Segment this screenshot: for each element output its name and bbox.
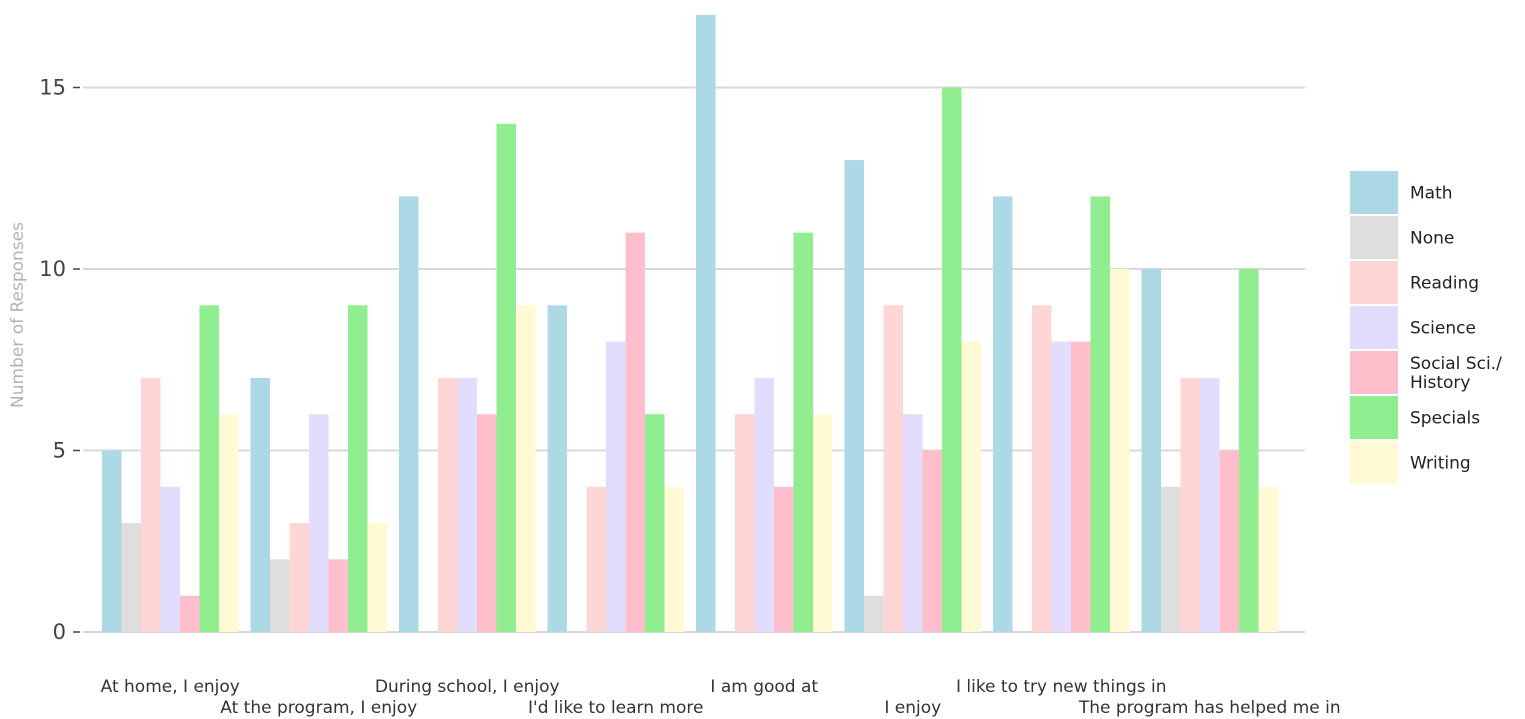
x-category-label: The program has helped me in	[1078, 698, 1341, 718]
bar	[922, 450, 942, 632]
bar	[883, 305, 903, 632]
legend-swatch	[1350, 171, 1398, 214]
bar	[586, 486, 606, 632]
bar	[102, 450, 122, 632]
legend-swatch	[1350, 306, 1398, 349]
x-category-label: I enjoy	[884, 698, 941, 718]
legend-swatch	[1350, 441, 1398, 484]
bar	[1200, 377, 1220, 632]
bar	[844, 160, 864, 632]
bar	[309, 414, 329, 632]
bar	[774, 486, 794, 632]
x-category-label: I like to try new things in	[956, 677, 1167, 697]
bar	[457, 377, 477, 632]
bar	[625, 232, 645, 632]
bar	[1219, 450, 1239, 632]
bar	[696, 14, 716, 632]
bar	[1180, 377, 1200, 632]
legend-label: Social Sci./History	[1410, 354, 1502, 393]
bar	[547, 305, 567, 632]
y-tick-label: 10	[39, 257, 66, 281]
bar	[1071, 341, 1091, 632]
bar	[1161, 486, 1181, 632]
y-axis: 0 5 10 15	[39, 76, 80, 644]
y-tick-label: 15	[39, 76, 66, 100]
bar	[1032, 305, 1052, 632]
y-axis-title: Number of Responses	[8, 222, 28, 408]
bar	[1258, 486, 1278, 632]
bar	[516, 305, 536, 632]
bar	[438, 377, 458, 632]
bar	[961, 341, 981, 632]
bar	[993, 196, 1013, 632]
bar	[1141, 269, 1161, 632]
bar	[606, 341, 626, 632]
y-tick-label: 5	[53, 439, 66, 463]
bar	[348, 305, 368, 632]
bars	[102, 14, 1278, 633]
legend-swatch	[1350, 396, 1398, 439]
x-category-label: At home, I enjoy	[101, 677, 240, 697]
bar	[289, 523, 309, 632]
y-tick-label: 0	[53, 620, 66, 644]
bar	[199, 305, 219, 632]
legend-label: Specials	[1410, 409, 1480, 429]
bar	[219, 414, 239, 632]
bar	[903, 414, 923, 632]
bar	[664, 486, 684, 632]
legend-swatch	[1350, 216, 1398, 259]
bar	[328, 559, 348, 632]
legend-swatch	[1350, 261, 1398, 304]
bar	[1110, 269, 1130, 632]
bar	[793, 232, 813, 632]
legend: Math None Reading Science Social Sci./Histor…	[1350, 171, 1502, 484]
bar	[160, 486, 180, 632]
bar	[399, 196, 419, 632]
bar	[250, 377, 270, 632]
legend-label: Math	[1410, 184, 1453, 204]
legend-label: None	[1410, 229, 1454, 249]
bar	[813, 414, 833, 632]
bar	[645, 414, 665, 632]
bar	[141, 377, 161, 632]
bar	[942, 87, 962, 632]
legend-label: Writing	[1410, 454, 1471, 474]
bar	[477, 414, 497, 632]
x-category-label: I'd like to learn more	[528, 698, 703, 718]
bar	[121, 523, 141, 632]
bar	[735, 414, 755, 632]
legend-swatch	[1350, 351, 1398, 394]
bar	[496, 123, 516, 633]
bar	[1051, 341, 1071, 632]
bar	[180, 595, 200, 632]
x-category-label: At the program, I enjoy	[220, 698, 417, 718]
x-category-label: During school, I enjoy	[375, 677, 560, 697]
legend-label: Reading	[1410, 274, 1479, 294]
bar	[1090, 196, 1110, 632]
bar	[754, 377, 774, 632]
bar	[270, 559, 290, 632]
bar	[367, 523, 387, 632]
bar	[1239, 269, 1259, 632]
x-category-label: I am good at	[710, 677, 818, 697]
bar	[864, 595, 884, 632]
legend-label: Science	[1410, 319, 1476, 339]
